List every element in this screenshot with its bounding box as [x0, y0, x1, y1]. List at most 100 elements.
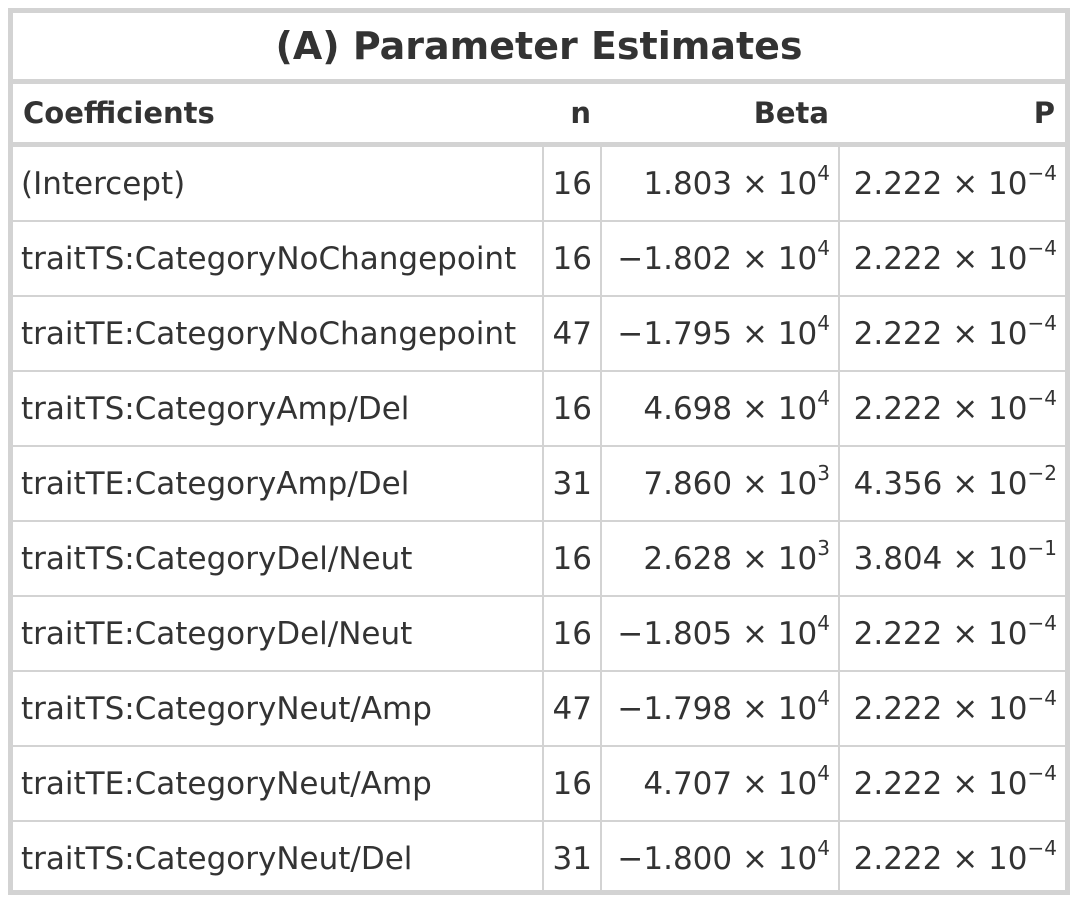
p-cell: 2.222 × 10−4	[838, 746, 1065, 822]
p-times: × 10	[942, 540, 1028, 577]
beta-cell: −1.802 × 104	[600, 221, 839, 297]
beta-times: × 10	[732, 390, 818, 427]
beta-exponent: 4	[817, 235, 830, 260]
p-mantissa: 2.222	[853, 840, 943, 877]
beta-times: × 10	[732, 615, 818, 652]
beta-mantissa: 1.805	[643, 615, 733, 652]
table-row: traitTS:CategoryNoChangepoint 16 −1.802 × …	[13, 221, 1065, 297]
beta-cell: 4.698 × 104	[600, 371, 839, 447]
beta-exponent: 4	[817, 760, 830, 785]
p-cell: 4.356 × 10−2	[838, 446, 1065, 522]
col-header-coefficients: Coefficients	[13, 84, 543, 147]
beta-exponent: 4	[817, 160, 830, 185]
beta-times: × 10	[732, 315, 818, 352]
p-mantissa: 2.222	[853, 315, 943, 352]
p-times: × 10	[942, 465, 1028, 502]
table-row: traitTS:CategoryAmp/Del 16 4.698 × 104 2.22…	[13, 371, 1065, 447]
coefficient-cell: traitTS:CategoryDel/Neut	[13, 521, 543, 597]
n-cell: 16	[542, 221, 601, 297]
p-times: × 10	[942, 315, 1028, 352]
beta-exponent: 4	[817, 385, 830, 410]
beta-sign: −	[617, 840, 644, 877]
beta-exponent: 3	[817, 460, 830, 485]
beta-exponent: 3	[817, 535, 830, 560]
p-cell: 2.222 × 10−4	[838, 371, 1065, 447]
p-exponent: −4	[1027, 310, 1057, 335]
table-row: (Intercept) 16 1.803 × 104 2.222 × 10−4	[13, 144, 1065, 222]
coefficient-cell: traitTE:CategoryNoChangepoint	[13, 296, 543, 372]
n-cell: 31	[542, 821, 601, 895]
beta-times: × 10	[732, 165, 818, 202]
beta-cell: 1.803 × 104	[600, 144, 839, 222]
beta-exponent: 4	[817, 610, 830, 635]
p-exponent: −4	[1027, 235, 1057, 260]
beta-mantissa: 1.802	[643, 240, 733, 277]
p-cell: 2.222 × 10−4	[838, 221, 1065, 297]
n-cell: 47	[542, 671, 601, 747]
p-times: × 10	[942, 165, 1028, 202]
beta-sign: −	[617, 615, 644, 652]
p-times: × 10	[942, 615, 1028, 652]
p-mantissa: 3.804	[853, 540, 943, 577]
p-cell: 3.804 × 10−1	[838, 521, 1065, 597]
beta-mantissa: 4.707	[643, 765, 733, 802]
header-row: Coefficients n Beta P	[13, 84, 1065, 147]
p-times: × 10	[942, 840, 1028, 877]
beta-mantissa: 7.860	[643, 465, 733, 502]
p-times: × 10	[942, 765, 1028, 802]
p-exponent: −4	[1027, 760, 1057, 785]
coefficient-cell: (Intercept)	[13, 144, 543, 222]
p-exponent: −1	[1027, 535, 1057, 560]
beta-times: × 10	[732, 540, 818, 577]
p-mantissa: 2.222	[853, 615, 943, 652]
p-mantissa: 2.222	[853, 240, 943, 277]
p-mantissa: 4.356	[853, 465, 943, 502]
table-frame: (A) Parameter Estimates Coefficients n B…	[8, 8, 1070, 895]
p-mantissa: 2.222	[853, 165, 943, 202]
beta-times: × 10	[732, 465, 818, 502]
beta-mantissa: 1.800	[643, 840, 733, 877]
table-row: traitTE:CategoryNeut/Amp 16 4.707 × 104 2.2…	[13, 746, 1065, 822]
beta-exponent: 4	[817, 685, 830, 710]
beta-cell: −1.805 × 104	[600, 596, 839, 672]
beta-times: × 10	[732, 765, 818, 802]
n-cell: 47	[542, 296, 601, 372]
coefficient-cell: traitTS:CategoryAmp/Del	[13, 371, 543, 447]
n-cell: 16	[542, 596, 601, 672]
beta-mantissa: 1.795	[643, 315, 733, 352]
beta-cell: −1.795 × 104	[600, 296, 839, 372]
beta-times: × 10	[732, 690, 818, 727]
p-exponent: −2	[1027, 460, 1057, 485]
coefficient-cell: traitTE:CategoryAmp/Del	[13, 446, 543, 522]
beta-times: × 10	[732, 240, 818, 277]
p-times: × 10	[942, 690, 1028, 727]
coefficient-cell: traitTE:CategoryDel/Neut	[13, 596, 543, 672]
table-title: (A) Parameter Estimates	[13, 13, 1065, 84]
n-cell: 16	[542, 746, 601, 822]
table-row: traitTE:CategoryNoChangepoint 47 −1.795 × …	[13, 296, 1065, 372]
p-exponent: −4	[1027, 610, 1057, 635]
beta-exponent: 4	[817, 835, 830, 860]
beta-cell: 4.707 × 104	[600, 746, 839, 822]
p-exponent: −4	[1027, 685, 1057, 710]
p-mantissa: 2.222	[853, 765, 943, 802]
n-cell: 16	[542, 144, 601, 222]
n-cell: 16	[542, 521, 601, 597]
beta-mantissa: 1.803	[643, 165, 733, 202]
n-cell: 16	[542, 371, 601, 447]
beta-sign: −	[617, 240, 644, 277]
p-times: × 10	[942, 390, 1028, 427]
beta-times: × 10	[732, 840, 818, 877]
coefficient-cell: traitTS:CategoryNeut/Amp	[13, 671, 543, 747]
p-cell: 2.222 × 10−4	[838, 671, 1065, 747]
beta-cell: −1.798 × 104	[600, 671, 839, 747]
beta-mantissa: 4.698	[643, 390, 733, 427]
table-row: traitTS:CategoryNeut/Amp 47 −1.798 × 104 2.…	[13, 671, 1065, 747]
p-exponent: −4	[1027, 160, 1057, 185]
beta-mantissa: 2.628	[643, 540, 733, 577]
coefficient-cell: traitTE:CategoryNeut/Amp	[13, 746, 543, 822]
beta-cell: 7.860 × 103	[600, 446, 839, 522]
p-cell: 2.222 × 10−4	[838, 821, 1065, 895]
col-header-beta: Beta	[601, 84, 839, 147]
table-row: traitTE:CategoryAmp/Del 31 7.860 × 103 4.35…	[13, 446, 1065, 522]
